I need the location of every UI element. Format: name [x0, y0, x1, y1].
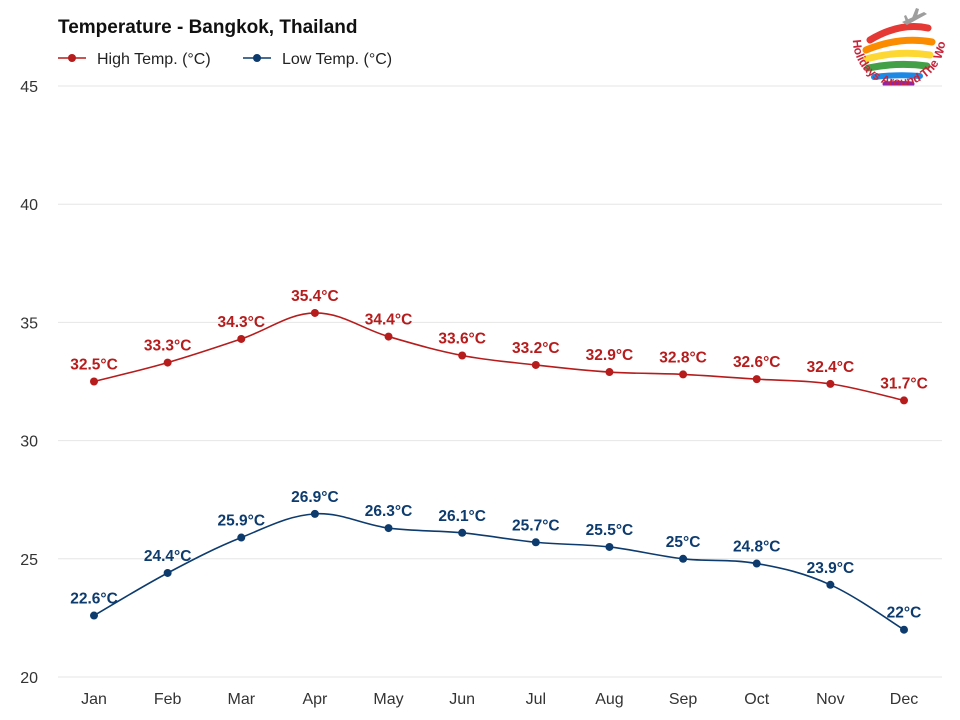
- y-tick-label: 30: [20, 434, 38, 451]
- series-layer: 32.5°C 33.3°C 34.3°C 35.4°C 34.4°C 33.6°C 33.2…: [70, 288, 928, 634]
- data-point[interactable]: [384, 524, 393, 533]
- data-label: 34.4°C: [365, 312, 413, 329]
- data-label: 33.2°C: [512, 340, 560, 357]
- data-label: 32.6°C: [733, 354, 781, 371]
- data-label: 31.7°C: [880, 375, 928, 392]
- x-tick-label: Mar: [227, 691, 255, 708]
- series-low: 22.6°C 24.4°C 25.9°C 26.9°C 26.3°C 26.1°C 25.7…: [70, 489, 921, 634]
- y-tick-label: 45: [20, 79, 38, 96]
- y-tick-label: 20: [20, 670, 38, 687]
- x-tick-label: Sep: [669, 691, 698, 708]
- data-label: 26.9°C: [291, 489, 339, 506]
- series-high: 32.5°C 33.3°C 34.3°C 35.4°C 34.4°C 33.6°C 33.2…: [70, 288, 928, 405]
- data-label: 26.1°C: [438, 508, 486, 525]
- data-label: 33.3°C: [144, 338, 192, 355]
- legend-item-low[interactable]: Low Temp. (°C): [243, 51, 392, 68]
- data-point[interactable]: [310, 509, 319, 518]
- x-tick-label: Jul: [526, 691, 546, 708]
- data-point[interactable]: [900, 625, 908, 634]
- legend-item-high[interactable]: High Temp. (°C): [58, 51, 211, 68]
- legend-label-low: Low Temp. (°C): [282, 51, 392, 68]
- data-point[interactable]: [237, 334, 246, 343]
- chart-title: Temperature - Bangkok, Thailand: [58, 17, 357, 38]
- x-tick-label: May: [373, 691, 403, 708]
- data-point[interactable]: [531, 538, 540, 547]
- x-tick-label: Dec: [890, 691, 918, 708]
- data-label: 34.3°C: [217, 314, 265, 331]
- airplane-icon: [902, 8, 927, 25]
- logo-text: Holidays Around The World: [0, 0, 948, 89]
- data-point[interactable]: [163, 568, 172, 577]
- data-label: 24.8°C: [733, 539, 781, 556]
- data-label: 22°C: [887, 605, 922, 622]
- y-tick-label: 35: [20, 315, 38, 332]
- data-label: 23.9°C: [807, 560, 855, 577]
- series-line: [93, 513, 905, 631]
- data-point[interactable]: [605, 542, 614, 551]
- legend-marker-low: [253, 54, 261, 62]
- data-point[interactable]: [163, 358, 172, 367]
- data-point[interactable]: [752, 375, 761, 384]
- data-label: 25°C: [666, 534, 701, 551]
- data-label: 35.4°C: [291, 288, 339, 305]
- data-label: 25.5°C: [586, 522, 634, 539]
- data-point[interactable]: [679, 370, 688, 379]
- x-tick-label: Nov: [816, 691, 844, 708]
- data-label: 25.9°C: [217, 513, 265, 530]
- data-label: 26.3°C: [365, 503, 413, 520]
- data-point[interactable]: [310, 308, 319, 317]
- data-point[interactable]: [237, 533, 246, 542]
- legend: High Temp. (°C) Low Temp. (°C): [58, 51, 392, 68]
- data-point[interactable]: [90, 377, 98, 386]
- y-grid: [58, 85, 942, 678]
- data-label: 32.9°C: [586, 347, 634, 364]
- brand-logo: Holidays Around The World: [0, 0, 948, 89]
- data-point[interactable]: [384, 332, 393, 341]
- data-point[interactable]: [458, 528, 467, 537]
- data-label: 33.6°C: [438, 330, 486, 347]
- data-label: 32.4°C: [807, 359, 855, 376]
- y-axis: 20 25 30 35 40 45: [20, 79, 38, 687]
- data-label: 32.8°C: [659, 349, 707, 366]
- data-point[interactable]: [826, 580, 835, 589]
- data-label: 25.7°C: [512, 517, 560, 534]
- data-point[interactable]: [531, 360, 540, 369]
- logo-swoosh-icon: [862, 23, 936, 87]
- y-tick-label: 25: [20, 552, 38, 569]
- x-tick-label: Aug: [595, 691, 623, 708]
- series-line: [93, 312, 905, 402]
- x-tick-label: Jan: [81, 691, 107, 708]
- x-tick-label: Jun: [449, 691, 475, 708]
- data-point[interactable]: [605, 368, 614, 377]
- legend-label-high: High Temp. (°C): [97, 51, 211, 68]
- data-point[interactable]: [90, 611, 98, 620]
- data-point[interactable]: [900, 396, 908, 405]
- y-tick-label: 40: [20, 197, 38, 214]
- x-axis: Jan Feb Mar Apr May Jun Jul Aug Sep Oct Nov Dec: [81, 691, 918, 708]
- data-point[interactable]: [679, 554, 688, 563]
- data-point[interactable]: [458, 351, 467, 360]
- x-tick-label: Oct: [744, 691, 769, 708]
- data-point[interactable]: [826, 379, 835, 388]
- data-label: 22.6°C: [70, 591, 118, 608]
- data-label: 24.4°C: [144, 548, 192, 565]
- legend-marker-high: [68, 54, 76, 62]
- x-tick-label: Apr: [302, 691, 328, 708]
- x-tick-label: Feb: [154, 691, 182, 708]
- data-label: 32.5°C: [70, 357, 118, 374]
- data-point[interactable]: [752, 559, 761, 568]
